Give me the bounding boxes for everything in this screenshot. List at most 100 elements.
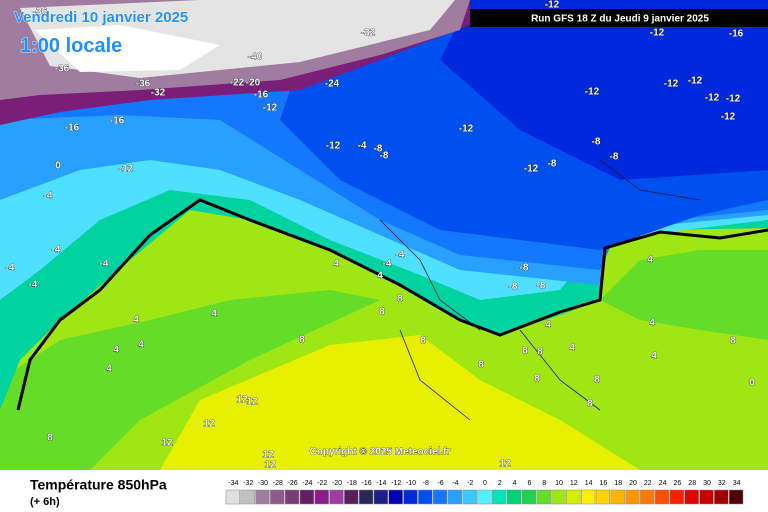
contour-label: 4 [138, 340, 144, 351]
legend-swatch [477, 489, 492, 505]
legend-label: -20 [332, 480, 342, 487]
contour-label: -8 [374, 144, 383, 155]
contour-label: -4 [358, 141, 367, 152]
contour-label: -32 [151, 88, 166, 99]
contour-label: -12 [688, 76, 703, 87]
contour-label: 4 [651, 351, 657, 362]
contour-label: 8 [537, 347, 543, 358]
contour-label: -4 [44, 191, 53, 202]
legend-label: 4 [513, 480, 517, 487]
legend-label: -10 [406, 480, 416, 487]
contour-label: 8 [478, 360, 484, 371]
run-bar [470, 9, 768, 27]
map-background [0, 0, 768, 470]
contour-label: -12 [119, 164, 134, 175]
legend-swatch [314, 489, 329, 505]
legend-label: -4 [452, 480, 458, 487]
contour-label: -12 [585, 87, 600, 98]
contour-label: 4 [211, 309, 217, 320]
legend-swatch [492, 489, 507, 505]
contour-label: 4 [647, 255, 653, 266]
legend-swatch [284, 489, 300, 505]
contour-label: 8 [534, 374, 540, 385]
contour-label: -12 [326, 141, 341, 152]
legend-label: -32 [243, 480, 253, 487]
legend-label: 8 [542, 480, 546, 487]
contour-label: 8 [420, 336, 426, 347]
contour-label: 12 [499, 459, 511, 470]
legend-swatch [610, 489, 625, 505]
run-info: Run GFS 18 Z du Jeudi 9 janvier 2025 [531, 14, 709, 25]
contour-label: 12 [246, 397, 258, 408]
legend-swatch [640, 489, 655, 505]
contour-label: -20 [246, 78, 261, 89]
legend-swatch [566, 489, 581, 505]
contour-label: -8 [520, 263, 529, 274]
contour-label: -12 [263, 103, 278, 114]
legend-swatch [270, 489, 285, 505]
legend-label: 34 [733, 480, 741, 487]
legend-label: 24 [659, 480, 667, 487]
legend-swatch [388, 489, 403, 505]
legend-swatch [684, 489, 699, 505]
contour-label: 8 [397, 294, 403, 305]
contour-label: -16 [110, 116, 125, 127]
legend-swatch [595, 489, 611, 505]
legend-swatch [728, 489, 744, 505]
legend-swatch [580, 489, 596, 505]
contour-label: -40 [248, 52, 263, 63]
legend-swatch [669, 489, 685, 505]
contour-label: 12 [203, 419, 215, 430]
legend-label: -26 [288, 480, 298, 487]
contour-label: -12 [721, 112, 736, 123]
legend-label: 30 [703, 480, 711, 487]
legend-swatch [521, 489, 537, 505]
contour-label: -16 [254, 90, 269, 101]
legend-label: -34 [228, 480, 238, 487]
contour-label: -4 [100, 259, 109, 270]
map-date: Vendredi 10 janvier 2025 [14, 9, 188, 26]
contour-label: 12 [264, 460, 276, 471]
contour-label: -8 [548, 159, 557, 170]
legend-label: -22 [317, 480, 327, 487]
legend-label: 32 [718, 480, 726, 487]
contour-label: 4 [133, 315, 139, 326]
contour-label: -24 [325, 79, 340, 90]
footer-title: Température 850hPa [30, 477, 167, 493]
contour-label: -12 [524, 164, 539, 175]
contour-label: -4 [29, 280, 38, 291]
legend-label: 2 [498, 480, 502, 487]
legend-label: 14 [585, 480, 593, 487]
contour-label: 0 [749, 378, 755, 389]
contour-label: -12 [459, 124, 474, 135]
legend-swatch [418, 489, 433, 505]
legend-swatch [255, 489, 270, 505]
legend-label: 10 [555, 480, 563, 487]
copyright: Copyright © 2025 Meteociel.fr [310, 447, 451, 458]
legend-swatch [432, 489, 448, 505]
contour-label: -16 [65, 123, 80, 134]
legend-label: -24 [302, 480, 312, 487]
legend-label: -6 [437, 480, 443, 487]
contour-label: -4 [52, 245, 61, 256]
contour-label: 8 [47, 433, 53, 444]
legend-label: -16 [362, 480, 372, 487]
contour-label: -12 [705, 93, 720, 104]
contour-label: 4 [113, 345, 119, 356]
legend-swatch [462, 489, 477, 505]
contour-label: 4 [106, 364, 112, 375]
legend-label: -30 [258, 480, 268, 487]
legend-swatch [654, 489, 670, 505]
contour-label: -4 [396, 250, 405, 261]
legend-swatch [358, 489, 374, 505]
contour-label: 4 [569, 343, 575, 354]
legend-swatch [225, 489, 241, 505]
contour-label: 12 [236, 395, 248, 406]
contour-label: 12 [161, 438, 173, 449]
contour-label: -12 [726, 94, 741, 105]
legend-label: -28 [273, 480, 283, 487]
legend-swatch [714, 489, 729, 505]
legend-swatch [699, 489, 714, 505]
legend-label: 18 [614, 480, 622, 487]
